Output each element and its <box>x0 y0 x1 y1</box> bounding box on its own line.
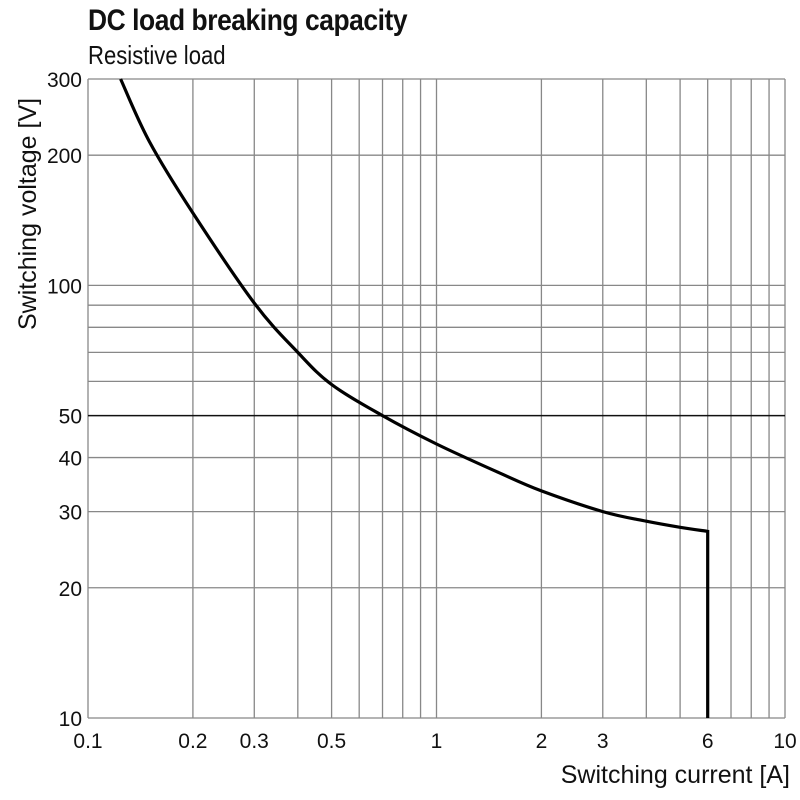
y-tick-label: 200 <box>47 145 82 168</box>
x-tick-label: 10 <box>773 730 796 753</box>
y-tick-label: 30 <box>59 502 82 525</box>
x-tick-label: 6 <box>702 730 714 753</box>
x-tick-label: 0.1 <box>73 730 102 753</box>
chart-title: DC load breaking capacity <box>88 4 408 37</box>
y-tick-label: 100 <box>47 275 82 298</box>
y-axis-label: Switching voltage [V] <box>14 98 42 330</box>
x-tick-label: 0.3 <box>240 730 269 753</box>
y-tick-label: 40 <box>59 448 82 471</box>
chart-subtitle: Resistive load <box>88 40 226 70</box>
y-tick-label: 50 <box>59 406 82 429</box>
y-tick-label: 10 <box>59 708 82 731</box>
x-tick-label: 0.2 <box>178 730 207 753</box>
x-tick-label: 1 <box>431 730 443 753</box>
x-tick-label: 3 <box>597 730 609 753</box>
y-tick-label: 20 <box>59 578 82 601</box>
x-tick-label: 2 <box>536 730 548 753</box>
y-tick-label: 300 <box>47 69 82 92</box>
x-axis-label: Switching current [A] <box>561 761 790 789</box>
x-tick-label: 0.5 <box>317 730 346 753</box>
breaking-capacity-curve <box>119 78 710 718</box>
